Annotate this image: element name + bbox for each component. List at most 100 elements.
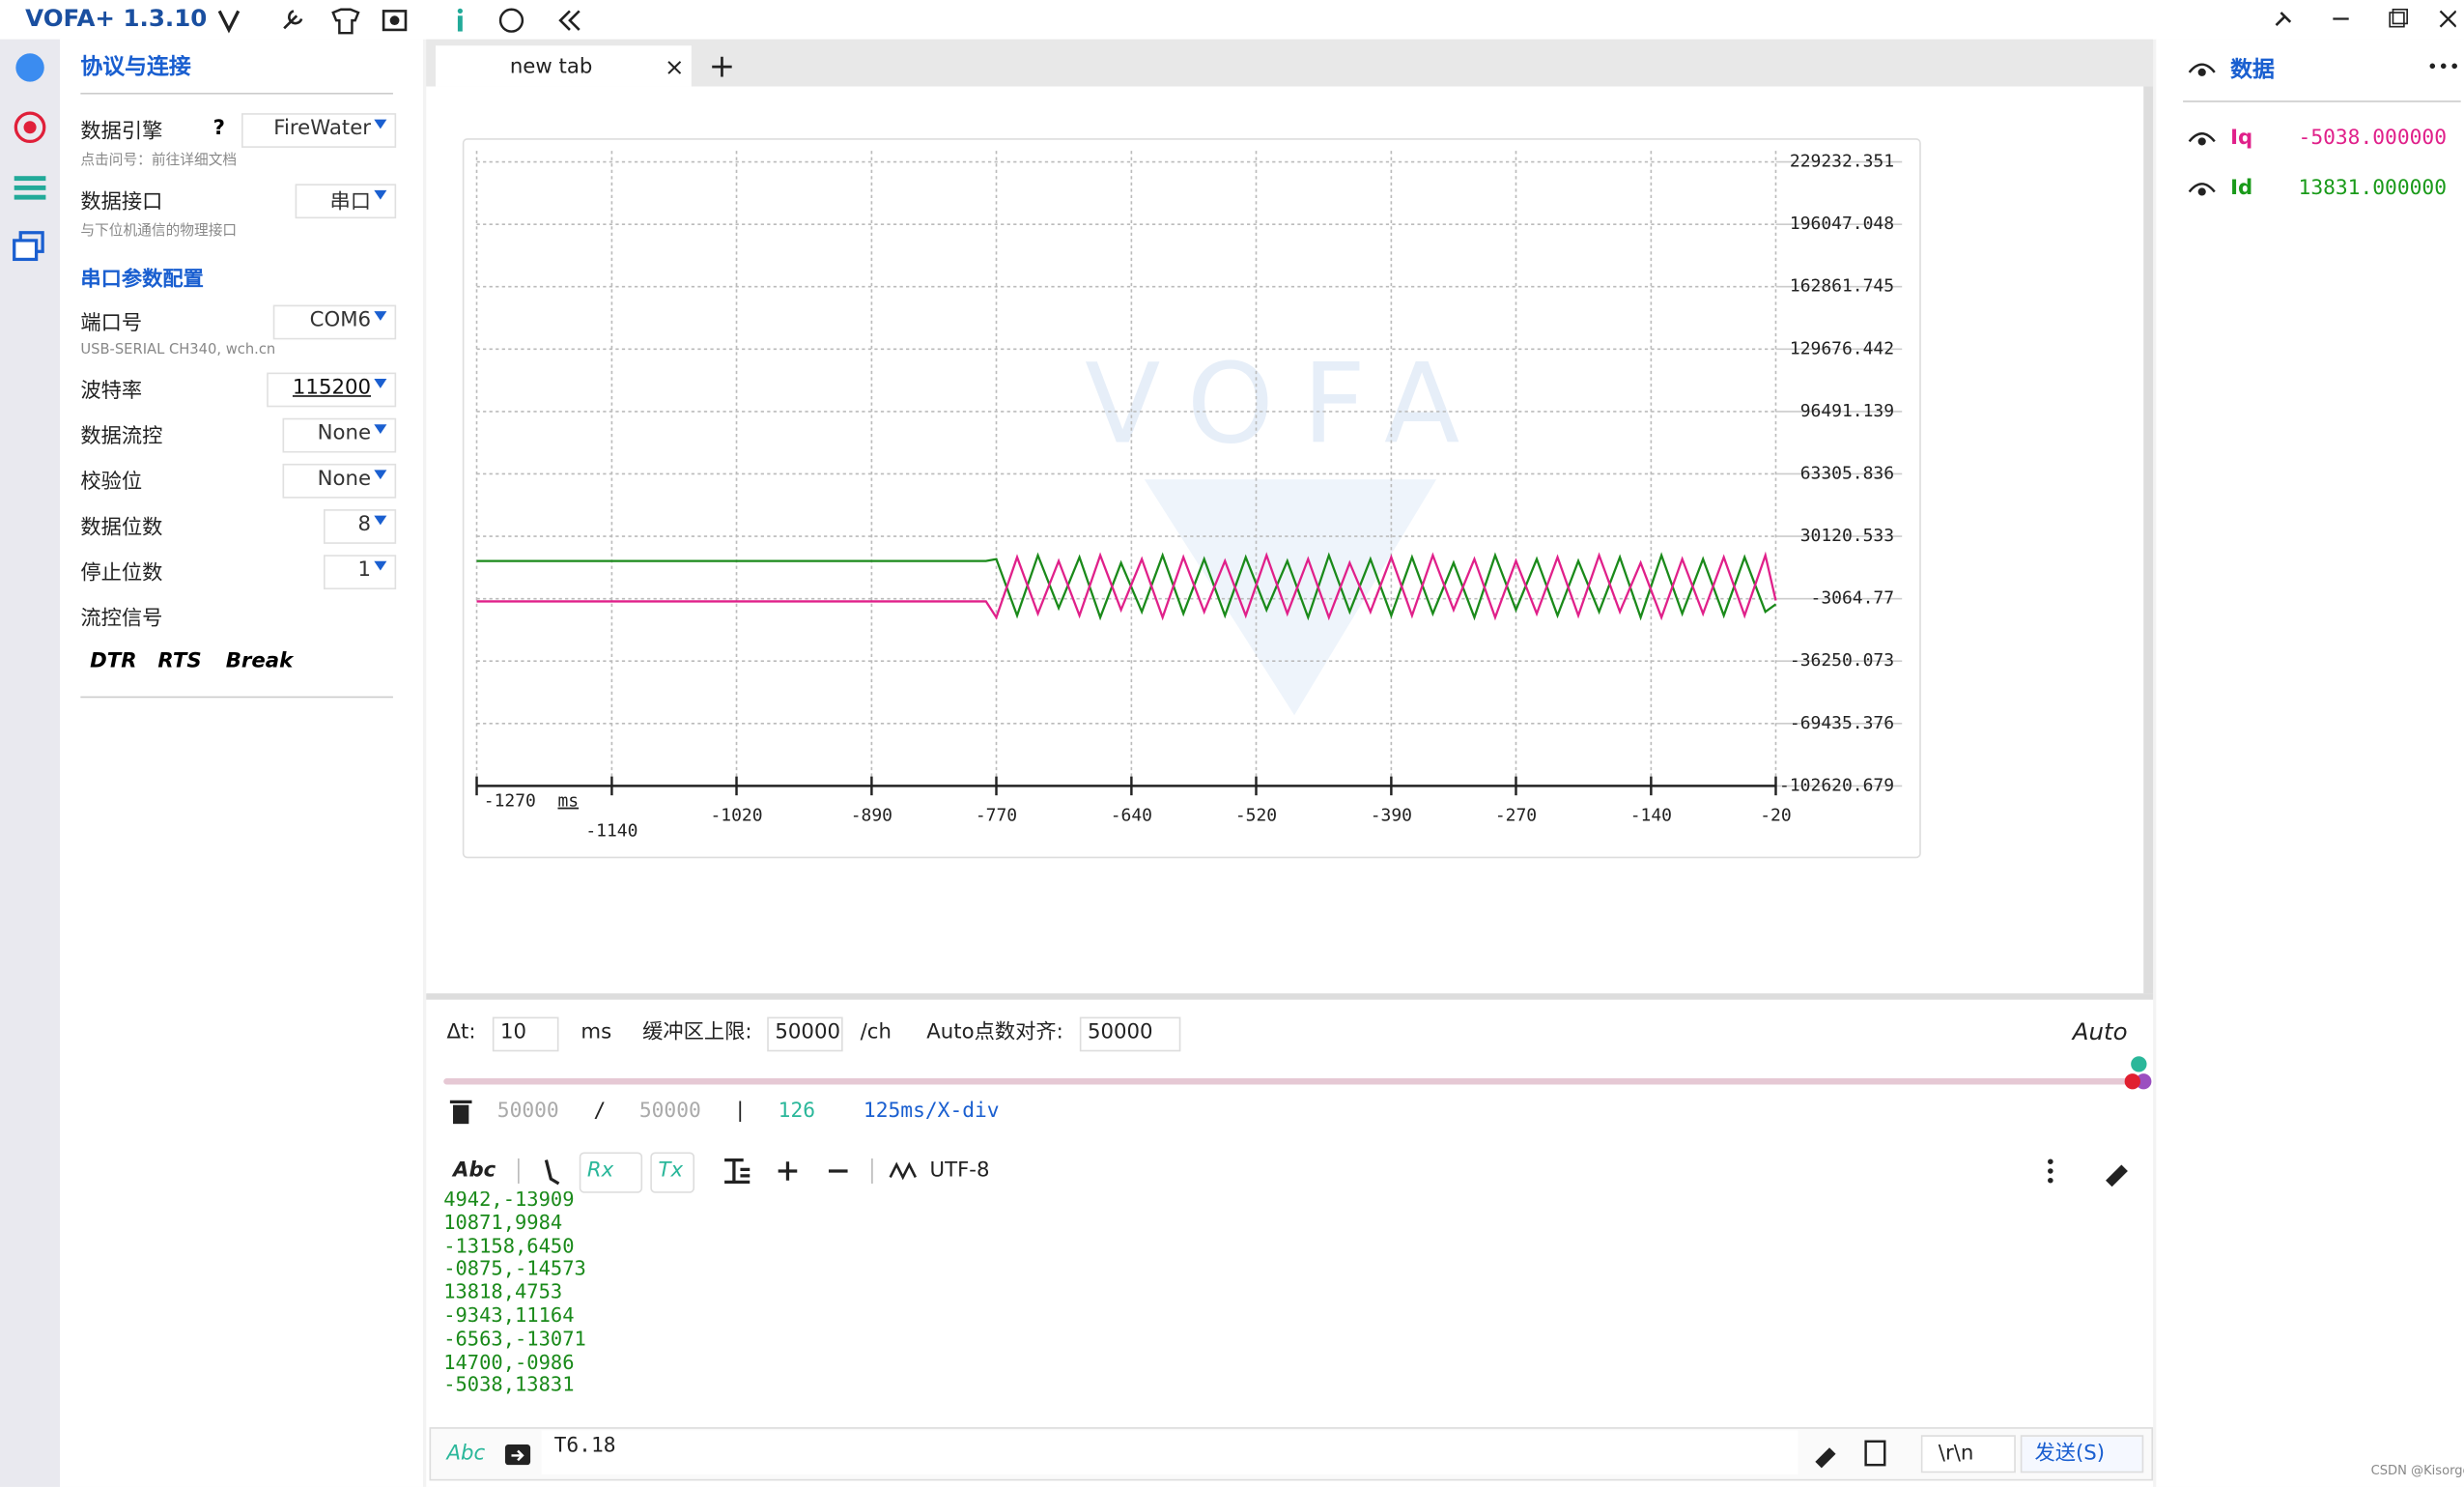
- select-value[interactable]: COM6: [309, 308, 372, 333]
- select-value[interactable]: 1: [357, 558, 372, 583]
- channel-name: Id: [2230, 177, 2253, 201]
- help-button[interactable]: ?: [212, 117, 225, 141]
- select-value[interactable]: 115200: [292, 376, 372, 401]
- select-value[interactable]: 串口: [329, 190, 372, 215]
- field-label: 波特率: [80, 379, 143, 404]
- tx-button[interactable]: [650, 1152, 695, 1193]
- signal-button[interactable]: DTR: [90, 649, 137, 674]
- file-icon[interactable]: [503, 1440, 531, 1468]
- select-box[interactable]: [295, 184, 397, 219]
- eye-icon[interactable]: [2188, 58, 2216, 80]
- send-abc[interactable]: Abc: [446, 1442, 486, 1466]
- channel-value: 13831.000000: [2298, 177, 2448, 201]
- divider: [2183, 100, 2461, 102]
- abc-button[interactable]: Abc: [453, 1158, 496, 1184]
- x-tick-label: -20: [1760, 805, 1791, 825]
- status-sep: /: [593, 1099, 607, 1124]
- sidebar-title: 协议与连接: [80, 54, 191, 80]
- select-arrow: [374, 379, 387, 388]
- log-line: -13158,6450: [443, 1233, 575, 1257]
- buffer-unit: /ch: [860, 1020, 892, 1045]
- field-label: 数据接口: [80, 190, 163, 215]
- log-menu[interactable]: [2039, 1156, 2134, 1187]
- tab-close[interactable]: ×: [664, 52, 685, 81]
- auto-value[interactable]: 50000: [1087, 1020, 1153, 1045]
- select-arrow: [374, 311, 387, 321]
- slider-track[interactable]: [443, 1077, 2137, 1085]
- activity-icons[interactable]: [8, 47, 52, 268]
- channel-name: Iq: [2230, 126, 2253, 151]
- splitter: [426, 993, 2154, 1000]
- window-controls[interactable]: [2267, 5, 2456, 33]
- tab[interactable]: [436, 45, 692, 87]
- select-value[interactable]: None: [317, 421, 372, 446]
- auto-button[interactable]: Auto: [2072, 1017, 2128, 1046]
- send-input[interactable]: [541, 1430, 1798, 1474]
- x-tick-label: -140: [1630, 805, 1672, 825]
- select-box[interactable]: [241, 113, 397, 148]
- select-box[interactable]: [282, 463, 397, 499]
- signal-button[interactable]: Break: [225, 649, 294, 674]
- tx-label[interactable]: Tx: [658, 1158, 684, 1184]
- select-value[interactable]: 8: [357, 513, 372, 537]
- select-box[interactable]: [324, 555, 397, 590]
- scrollbar: [2143, 86, 2154, 994]
- encoding[interactable]: UTF-8: [929, 1158, 990, 1184]
- channel-value: -5038.000000: [2298, 126, 2448, 151]
- separator: [518, 1158, 520, 1184]
- x-tick-label: -890: [851, 805, 892, 825]
- y-tick-label: -69435.376: [1790, 713, 1894, 733]
- tab-title[interactable]: new tab: [509, 55, 593, 80]
- send-button-box[interactable]: [2020, 1435, 2144, 1473]
- select-box[interactable]: [267, 372, 397, 408]
- ending-select[interactable]: [1920, 1435, 2016, 1473]
- x-tick-label: -270: [1495, 805, 1537, 825]
- buffer-input[interactable]: [767, 1016, 843, 1052]
- signal-button[interactable]: RTS: [157, 649, 202, 674]
- field-label: 端口号: [80, 311, 143, 336]
- x-tick-label: -770: [976, 805, 1017, 825]
- pointer-icon[interactable]: [540, 1157, 565, 1186]
- panel-menu[interactable]: [2427, 60, 2459, 72]
- toolbar-icons[interactable]: [213, 3, 592, 38]
- select-arrow: [374, 560, 387, 571]
- eye-icon[interactable]: [2188, 128, 2216, 150]
- select-box[interactable]: [282, 417, 397, 453]
- auto-input[interactable]: [1079, 1016, 1181, 1052]
- log-tools[interactable]: [722, 1157, 864, 1185]
- send-button[interactable]: 发送(S): [2034, 1442, 2106, 1466]
- log-line: 4942,-13909: [443, 1191, 575, 1211]
- field-label: 停止位数: [80, 561, 163, 586]
- tab-add[interactable]: +: [708, 46, 736, 85]
- select-box[interactable]: [324, 509, 397, 544]
- chart-frame: [462, 138, 1921, 859]
- x-tick-label: -1020: [710, 805, 762, 825]
- ending[interactable]: \r\n: [1938, 1442, 1974, 1466]
- panel-title: 数据: [2230, 58, 2275, 84]
- dt-value[interactable]: 10: [500, 1020, 527, 1045]
- slider-handles[interactable]: [2118, 1053, 2156, 1098]
- field-hint: 点击问号：前往详细文档: [80, 153, 238, 169]
- status-div: 125ms/X-div: [863, 1099, 1000, 1124]
- y-tick-label: -36250.073: [1790, 650, 1894, 671]
- trash-icon[interactable]: [449, 1099, 472, 1126]
- rx-button[interactable]: [579, 1152, 643, 1193]
- y-tick-label: 96491.139: [1800, 401, 1894, 421]
- field-hint: USB-SERIAL CH340, wch.cn: [80, 342, 276, 358]
- buffer-value[interactable]: 50000: [775, 1020, 840, 1045]
- send-text[interactable]: T6.18: [553, 1434, 616, 1458]
- rx-label[interactable]: Rx: [586, 1158, 614, 1184]
- eye-icon[interactable]: [2188, 178, 2216, 200]
- select-value[interactable]: None: [317, 467, 372, 492]
- send-tools[interactable]: [1809, 1437, 1919, 1472]
- select-arrow: [374, 470, 387, 480]
- dt-input[interactable]: [492, 1016, 559, 1052]
- log-line: 10871,9984: [443, 1210, 563, 1234]
- y-tick-label: 63305.836: [1800, 464, 1894, 484]
- select-arrow: [374, 515, 387, 526]
- select-box[interactable]: [272, 304, 397, 340]
- log-line: -0875,-14573: [443, 1256, 586, 1280]
- select-value[interactable]: FireWater: [273, 117, 372, 141]
- select-arrow: [374, 119, 387, 129]
